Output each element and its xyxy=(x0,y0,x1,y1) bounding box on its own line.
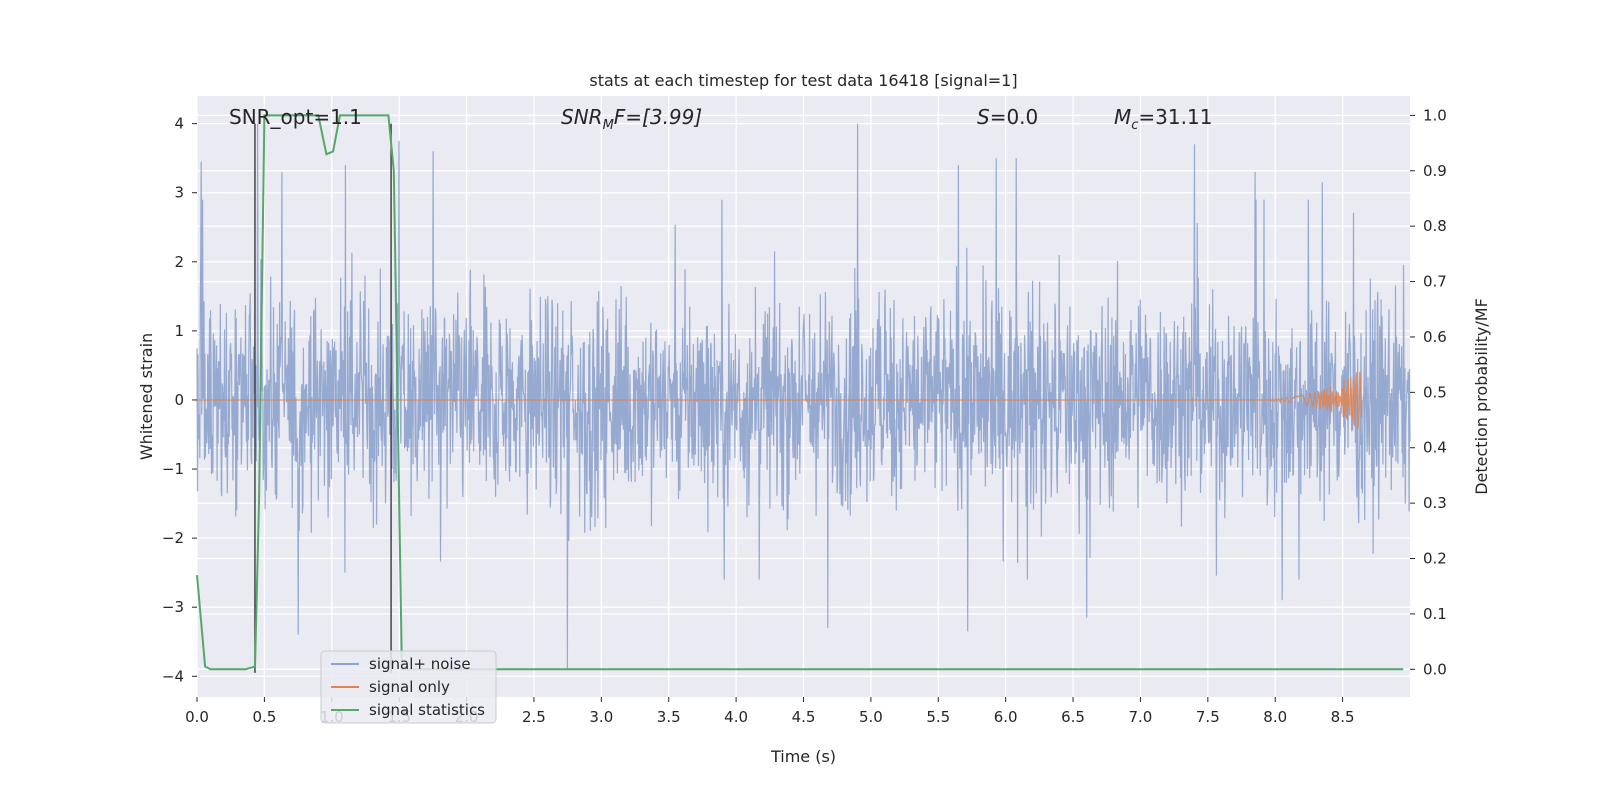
y-left-tick-label: −4 xyxy=(162,667,184,685)
x-tick-label: 7.0 xyxy=(1129,708,1153,726)
y-right-tick-label: 0.1 xyxy=(1423,605,1447,623)
annotation-mc-main: M xyxy=(1114,105,1131,129)
y-left-tick-label: −1 xyxy=(162,460,184,478)
axis-ticks: 0.00.51.01.52.02.53.03.54.04.55.05.56.06… xyxy=(162,106,1447,726)
y-left-tick-label: 0 xyxy=(174,391,184,409)
legend-label: signal+ noise xyxy=(369,655,471,673)
y-left-tick-label: 3 xyxy=(174,184,184,202)
y-right-tick-label: 0.8 xyxy=(1423,217,1447,235)
y-right-tick-label: 0.4 xyxy=(1423,439,1447,457)
y-axis-left-label: Whitened strain xyxy=(137,333,156,460)
x-tick-label: 8.5 xyxy=(1331,708,1355,726)
annotation-snr-mf: SNRMF=[3.99] xyxy=(561,105,702,133)
y-right-tick-label: 0.0 xyxy=(1423,660,1447,678)
y-left-tick-label: −2 xyxy=(162,529,184,547)
annotation-snr-opt: SNR_opt=1.1 xyxy=(229,105,362,129)
x-tick-label: 3.5 xyxy=(657,708,681,726)
signal-noise-series xyxy=(196,123,1411,670)
y-right-tick-label: 0.3 xyxy=(1423,494,1447,512)
chart-title: stats at each timestep for test data 164… xyxy=(589,71,1017,90)
x-tick-label: 0.5 xyxy=(252,708,276,726)
x-tick-label: 2.5 xyxy=(522,708,546,726)
annotation-snr-mf-main: SNR xyxy=(561,105,603,129)
x-tick-label: 6.5 xyxy=(1061,708,1085,726)
x-tick-label: 4.5 xyxy=(792,708,816,726)
x-tick-label: 8.0 xyxy=(1263,708,1287,726)
x-tick-label: 7.5 xyxy=(1196,708,1220,726)
x-tick-label: 5.0 xyxy=(859,708,883,726)
y-left-tick-label: 2 xyxy=(174,253,184,271)
x-tick-label: 5.5 xyxy=(926,708,950,726)
x-tick-label: 6.0 xyxy=(994,708,1018,726)
annotation-mc-sub: c xyxy=(1131,118,1138,133)
y-right-tick-label: 1.0 xyxy=(1423,106,1447,124)
x-tick-label: 4.0 xyxy=(724,708,748,726)
y-left-tick-label: 1 xyxy=(174,322,184,340)
y-left-tick-label: −3 xyxy=(162,598,184,616)
annotation-s-rest: =0.0 xyxy=(990,105,1039,129)
annotation-snr-mf-sub: M xyxy=(603,118,614,133)
legend-label: signal statistics xyxy=(369,701,485,719)
annotation-mc: Mc=31.11 xyxy=(1114,105,1212,133)
y-right-tick-label: 0.7 xyxy=(1423,273,1447,291)
x-tick-label: 0.0 xyxy=(185,708,209,726)
annotation-snr-mf-rest: F=[3.99] xyxy=(614,105,702,129)
legend-box xyxy=(320,650,497,724)
y-left-tick-label: 4 xyxy=(174,115,184,133)
x-tick-label: 3.0 xyxy=(589,708,613,726)
y-right-tick-label: 0.6 xyxy=(1423,328,1447,346)
vertical-markers xyxy=(254,123,392,673)
signal-noise-line xyxy=(196,123,1411,670)
annotation-mc-rest: =31.11 xyxy=(1138,105,1212,129)
legend: signal+ noise signal only signal statistic… xyxy=(320,650,497,724)
y-right-tick-label: 0.9 xyxy=(1423,162,1447,180)
y-axis-right-label: Detection probability/MF xyxy=(1472,298,1491,495)
y-right-tick-label: 0.5 xyxy=(1423,383,1447,401)
legend-label: signal only xyxy=(369,678,450,696)
annotation-s-main: S xyxy=(977,105,990,129)
y-right-tick-label: 0.2 xyxy=(1423,550,1447,568)
annotation-s: S=0.0 xyxy=(977,105,1038,129)
x-axis-label: Time (s) xyxy=(770,747,836,766)
